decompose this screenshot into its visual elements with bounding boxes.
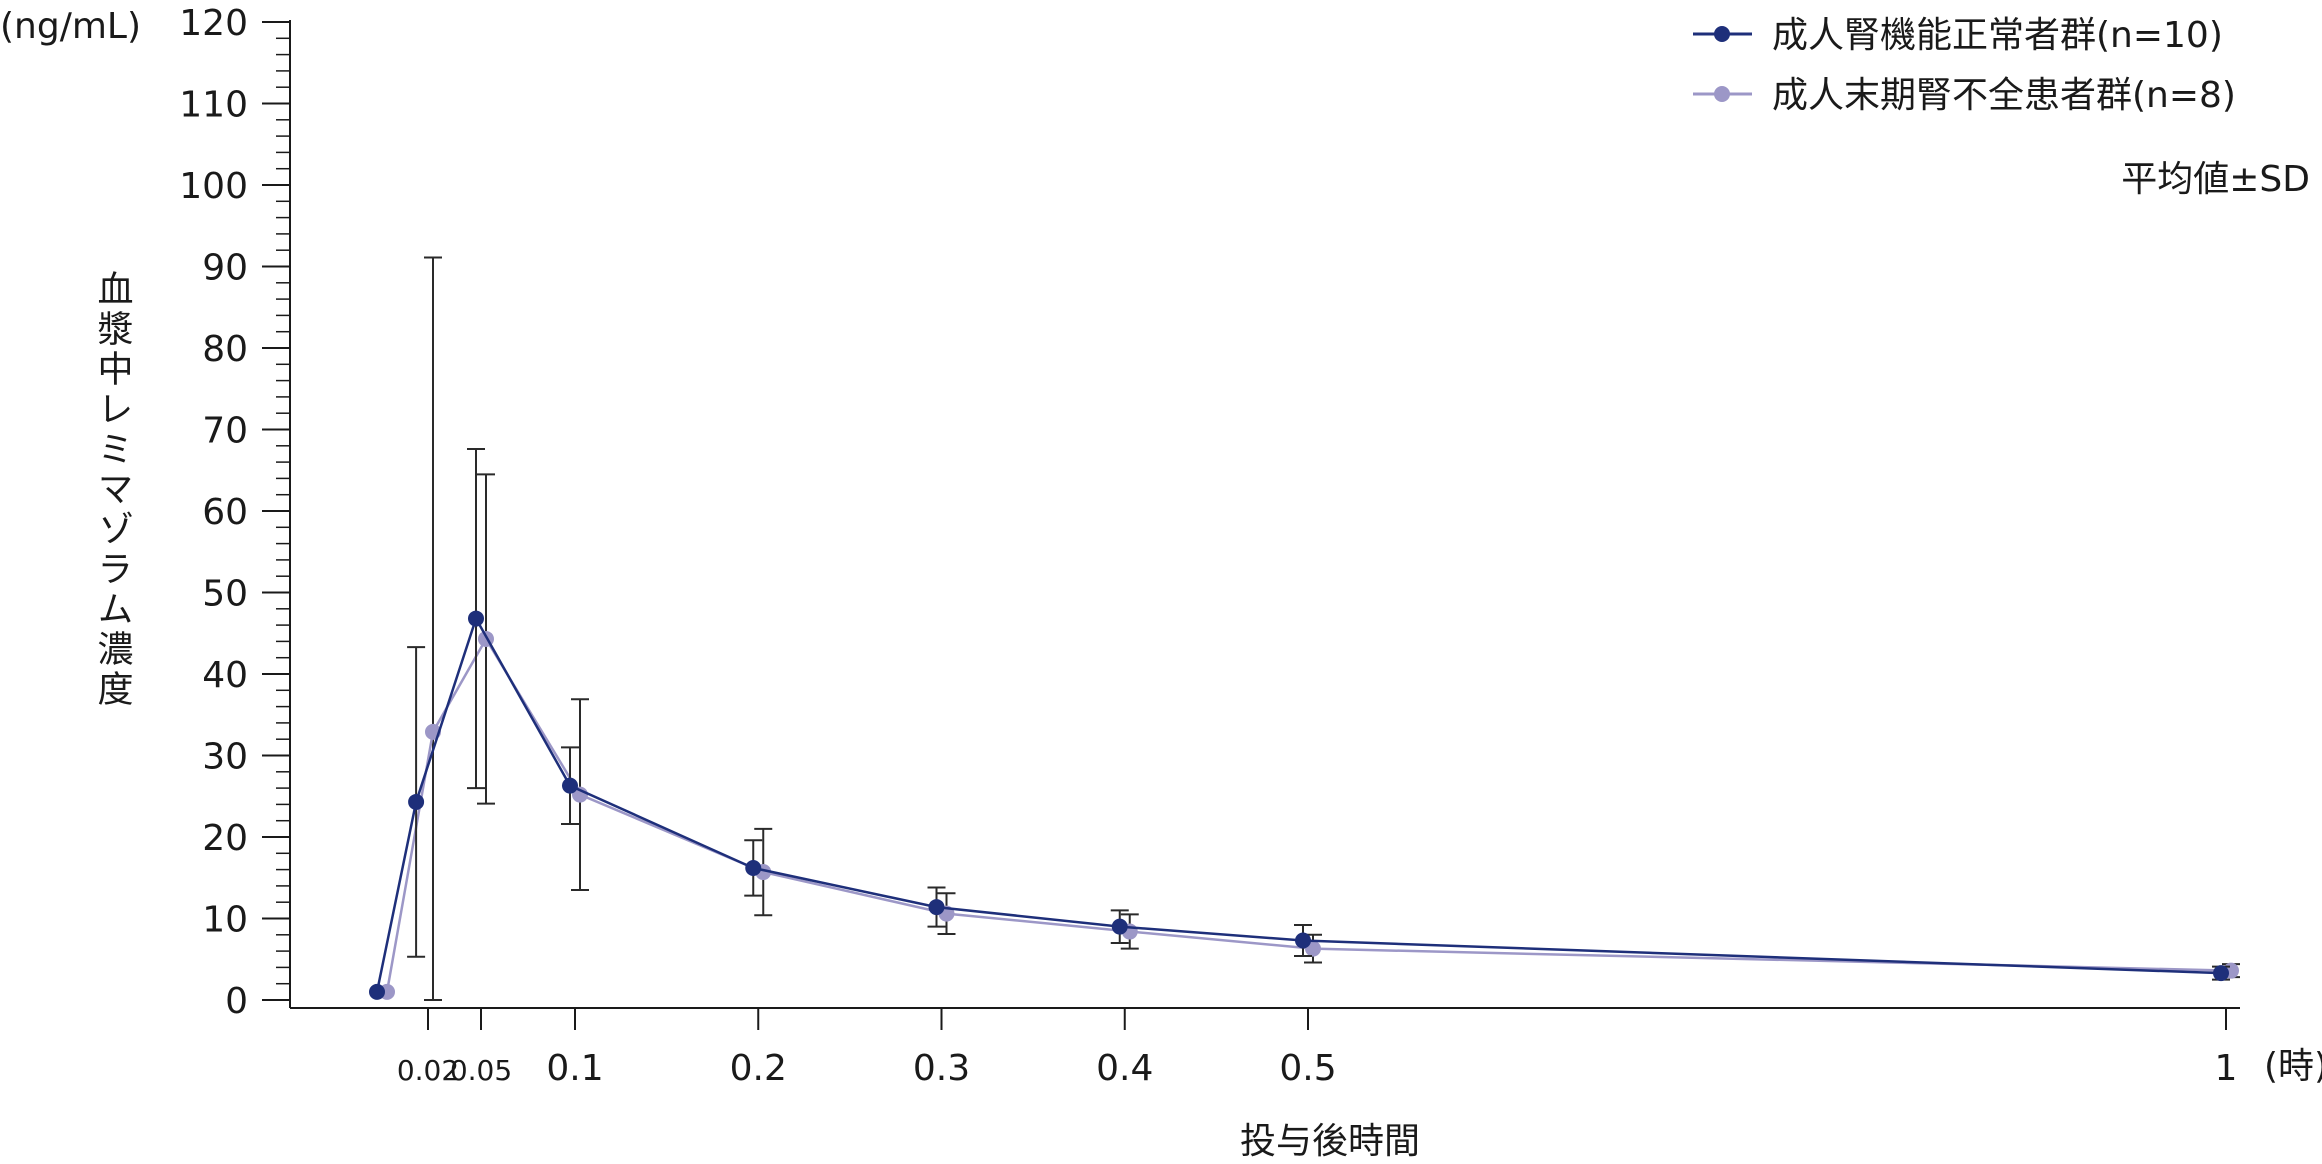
legend-item-esrd: 成人末期腎不全患者群(n=8) xyxy=(1693,75,2236,116)
x-tick-label: 0.5 xyxy=(1279,1048,1336,1089)
data-point xyxy=(928,899,945,916)
y-tick-label: 20 xyxy=(202,818,248,859)
y-axis-unit: (ng/mL) xyxy=(0,6,141,47)
data-point xyxy=(562,777,578,794)
x-tick-label: 0.4 xyxy=(1096,1048,1153,1089)
x-tick-label: 0.1 xyxy=(546,1048,603,1089)
series-layer xyxy=(369,256,2240,1001)
y-axis-title: 血漿中レミマゾラム濃度 xyxy=(92,270,133,710)
y-tick-label: 80 xyxy=(202,329,248,370)
data-point xyxy=(1111,918,1128,935)
data-point xyxy=(2213,965,2229,982)
y-tick-label: 50 xyxy=(202,574,248,615)
series-esrd xyxy=(379,256,2240,1001)
y-tick-label: 40 xyxy=(202,655,248,696)
legend-label-normal: 成人腎機能正常者群(n=10) xyxy=(1772,15,2223,56)
y-tick-label: 110 xyxy=(179,85,248,126)
x-tick-label: 0.02 xyxy=(397,1054,459,1087)
legend-marker-esrd xyxy=(1714,86,1730,102)
x-axis-title: 投与後時間 xyxy=(1240,1121,1420,1162)
data-point xyxy=(745,859,762,876)
y-tick-label: 120 xyxy=(179,3,248,44)
data-point xyxy=(1295,932,1311,949)
data-point xyxy=(408,793,425,810)
legend-item-normal: 成人腎機能正常者群(n=10) xyxy=(1693,15,2223,56)
y-tick-label: 60 xyxy=(202,492,248,533)
y-axis: 0 10 20 30 40 50 60 70 80 90 100 110 120 xyxy=(179,3,291,1022)
y-tick-label: 70 xyxy=(202,411,248,452)
x-tick-label: 0.2 xyxy=(730,1048,787,1089)
y-tick-label: 10 xyxy=(202,900,248,941)
x-axis-unit: (時) xyxy=(2264,1046,2322,1087)
legend-label-esrd: 成人末期腎不全患者群(n=8) xyxy=(1772,75,2236,116)
data-point xyxy=(468,610,484,627)
y-tick-label: 100 xyxy=(179,166,248,207)
data-point xyxy=(369,983,385,1000)
mean-sd-note: 平均値±SD xyxy=(2121,159,2310,200)
x-tick-label: 0.3 xyxy=(913,1048,970,1089)
y-tick-label: 30 xyxy=(202,737,248,778)
y-tick-label: 90 xyxy=(202,248,248,289)
legend-marker-normal xyxy=(1714,26,1730,42)
legend: 成人腎機能正常者群(n=10) 成人末期腎不全患者群(n=8) xyxy=(1693,15,2236,116)
x-tick-label: 1 xyxy=(2215,1048,2238,1089)
x-axis: 0.020.05 0.1 0.2 0.3 0.4 0.5 1 xyxy=(290,1007,2240,1089)
series-normal xyxy=(369,448,2230,1000)
y-tick-label: 0 xyxy=(225,981,248,1022)
x-tick-label: 0.05 xyxy=(450,1054,512,1087)
